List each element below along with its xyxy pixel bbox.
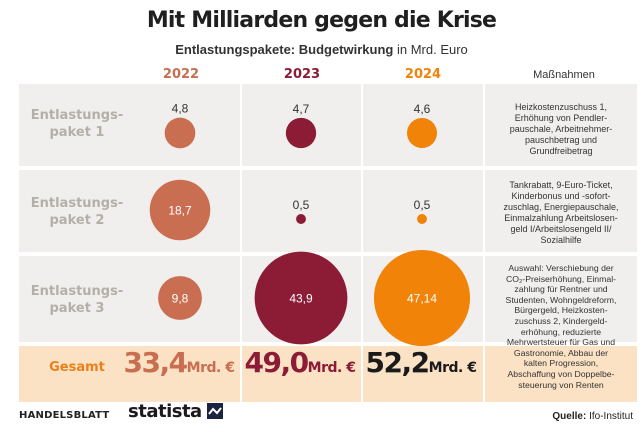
total-2023: 49,0Mrd. € [240,346,360,379]
row-background-paket-2 [19,170,637,252]
total-unit: Mrd. € [186,360,235,376]
row-background-total [19,346,637,402]
measure-line: Studenten, Wohngeldreform, [505,294,617,305]
bubble-2023-paket-1 [285,117,317,149]
row-label-line: Entlastungs- [30,196,124,211]
row-label-line: paket 1 [49,125,105,140]
total-unit: Mrd. € [428,360,477,376]
measure-line: Abschaffung von Doppelbe- [507,368,615,379]
bubble-2024-paket-1 [406,117,438,149]
measure-line: geld I/Arbeitslosengeld II/ [510,224,612,234]
column-divider [483,84,485,402]
bubble-2022-paket-1 [164,117,196,149]
row-label-line: Entlastungs- [30,108,124,123]
chart-title: Mit Milliarden gegen die Krise [146,8,497,33]
total-2024: 52,2Mrd. € [361,346,481,379]
total-value: 52,2 [365,346,431,379]
row-label-line: paket 3 [49,301,105,316]
measure-line: Kinderbonus und -sofort- [511,191,611,201]
column-header-2023: 2023 [283,67,321,82]
measure-line: Mehrwertsteuer für Gas und [506,337,616,348]
measure-line: Heizkostenzuschuss 1, [514,102,608,112]
measure-line: zuschuss 2, Kindergeld- [514,315,608,326]
bubble-label-2023-paket-3: 43,9 [289,292,313,306]
column-header-2022: 2022 [162,67,200,82]
bubble-label-2023-paket-2: 0,5 [293,198,310,212]
row-background-paket-1 [19,84,637,166]
bubble-label-2022-paket-3: 9,8 [172,292,189,306]
column-header-2024: 2024 [404,67,442,82]
measure-line: steuerung von Renten [518,379,604,390]
statista-wave-icon [208,407,222,415]
chart-subtitle: Entlastungspakete: Budgetwirkung in Mrd.… [0,42,643,57]
measure-line: Sozialhilfe [540,235,582,245]
total-label: Gesamt [49,360,105,375]
publisher-logo: HANDELSBLATT [19,410,110,421]
total-value: 33,4 [123,346,189,379]
measure-line: pauschbetrag und [524,135,598,145]
bubble-label-2024-paket-2: 0,5 [414,198,431,212]
bubble-label-2024-paket-1: 4,6 [414,102,431,116]
measures-paket-3: Auswahl: Verschiebung der CO₂-Preiserhöh… [485,263,637,390]
row-label-paket-2: Entlastungs- paket 2 [19,195,135,229]
measure-line: erhöhung, reduzierte [520,326,602,337]
measure-line: zahlung für Rentner und [514,284,608,295]
row-label-line: paket 2 [49,213,105,228]
bubble-2022-paket-2 [149,179,211,241]
measure-line: kalten Progression, [523,358,599,369]
total-value: 49,0 [244,346,310,379]
measure-line: Bürgergeld, Heizkosten- [514,305,608,316]
statista-logo-text[interactable]: statista [128,401,202,422]
bubble-label-2022-paket-1: 4,8 [172,102,189,116]
column-divider [240,84,242,402]
row-label-line: Entlastungs- [30,284,124,299]
measure-line: Tankrabatt, 9-Euro-Ticket, [509,180,613,190]
total-unit: Mrd. € [307,360,356,376]
source-label: Quelle: [552,411,587,422]
measure-line: zuschlag, Energiepauschale, [503,202,619,212]
measure-line: CO₂-Preiserhöhung, Einmal- [505,273,617,284]
statista-logo-icon [207,403,223,419]
source-name: Ifo-Institut [586,411,633,422]
measure-line: Einmalzahlung Arbeitslosen- [504,213,618,223]
subtitle-unit: in Mrd. Euro [393,42,468,57]
total-2022: 33,4Mrd. € [119,346,239,379]
bubble-label-2024-paket-3: 47,14 [407,292,437,306]
measure-line: Gastronomie, Abbau der [513,347,609,358]
row-label-paket-1: Entlastungs- paket 1 [19,107,135,141]
bubble-2022-paket-3 [158,276,202,320]
subtitle-bold: Entlastungspakete: Budgetwirkung [175,42,394,57]
bubble-2024-paket-3 [373,249,471,347]
measure-line: pauschale, Arbeitnehmer- [509,124,613,134]
measures-paket-1: Heizkostenzuschuss 1, Erhöhung von Pendl… [485,102,637,157]
source-note: Quelle: Ifo-Institut [552,411,633,422]
bubble-label-2022-paket-2: 18,7 [168,204,192,218]
row-label-paket-3: Entlastungs- paket 3 [19,283,135,317]
bubble-2023-paket-3 [254,251,348,345]
bubble-2023-paket-2 [296,214,306,224]
measures-paket-2: Tankrabatt, 9-Euro-Ticket, Kinderbonus u… [485,180,637,246]
measures-header: Maßnahmen [533,69,595,81]
bubble-label-2023-paket-1: 4,7 [293,102,310,116]
measure-line: Auswahl: Verschiebung der [508,263,614,273]
measure-line: Grundfreibetrag [529,146,593,156]
column-divider [361,84,363,402]
measure-line: Erhöhung von Pendler- [514,113,608,123]
bubble-2024-paket-2 [417,214,427,224]
